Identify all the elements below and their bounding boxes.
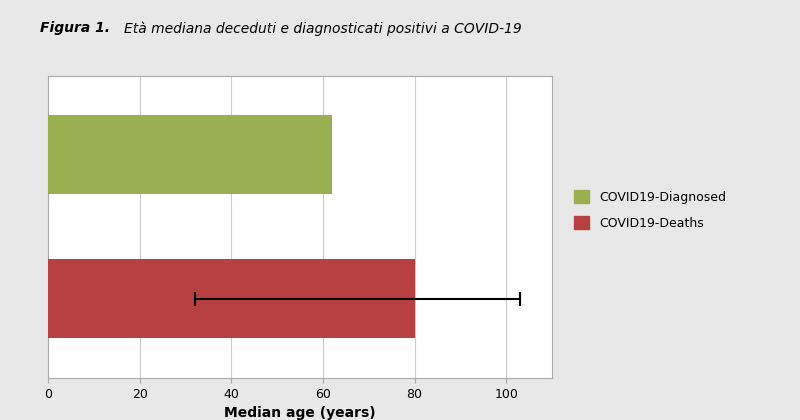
X-axis label: Median age (years): Median age (years) <box>224 406 376 420</box>
Bar <box>48 259 414 339</box>
Bar <box>48 115 332 194</box>
Text: Età mediana deceduti e diagnosticati positivi a COVID-19: Età mediana deceduti e diagnosticati pos… <box>124 21 522 36</box>
Legend: COVID19-Diagnosed, COVID19-Deaths: COVID19-Diagnosed, COVID19-Deaths <box>574 190 726 230</box>
Text: Figura 1.: Figura 1. <box>40 21 110 35</box>
